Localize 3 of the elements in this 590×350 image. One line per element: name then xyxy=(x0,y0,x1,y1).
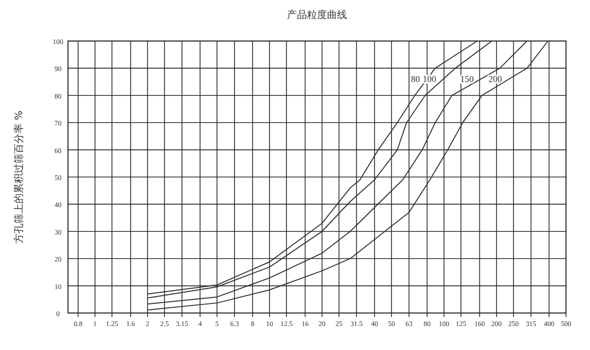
series-label: 80 xyxy=(411,74,421,84)
chart-title: 产品粒度曲线 xyxy=(287,9,347,21)
y-axis-title: 方孔筛上的累积过筛百分率 % xyxy=(13,110,25,244)
